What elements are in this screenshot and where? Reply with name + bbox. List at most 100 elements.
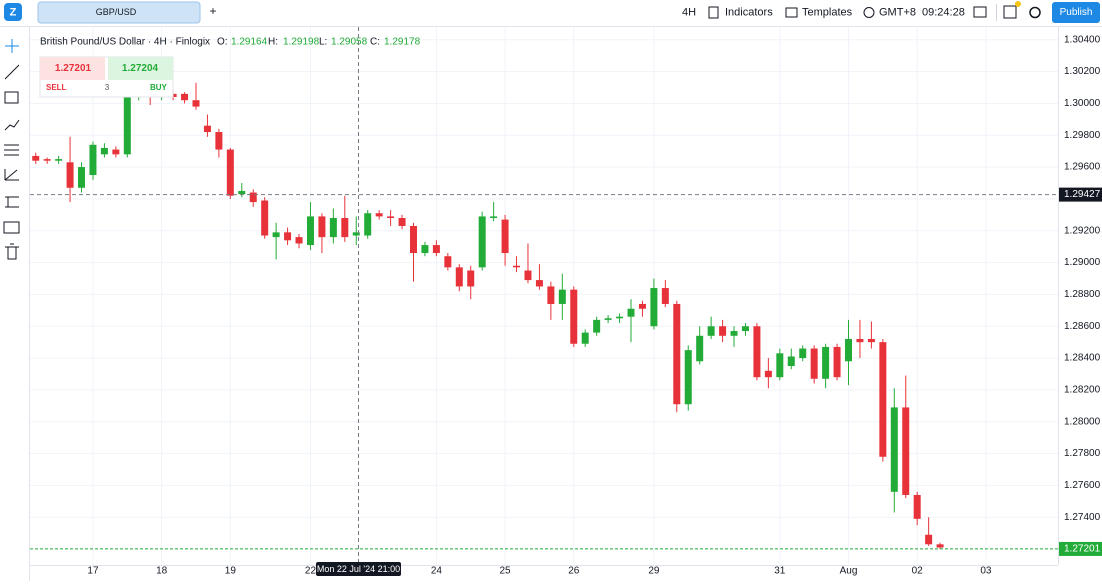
candle-body <box>490 216 498 219</box>
candle-body <box>409 225 417 254</box>
candle-body <box>467 270 475 287</box>
candle-body <box>100 147 108 155</box>
candle-body <box>203 125 211 133</box>
candle-body <box>341 218 349 238</box>
x-tick-label: 29 <box>648 566 660 577</box>
candle-body <box>329 218 337 238</box>
add-tab[interactable]: + <box>209 4 216 18</box>
y-tick-label: 1.28200 <box>1064 385 1101 396</box>
candle-body <box>902 407 910 495</box>
badge <box>1015 1 1021 7</box>
candle-body <box>787 356 795 367</box>
x-tick-label: 26 <box>568 566 580 577</box>
candle-body <box>753 326 761 378</box>
candle-body <box>764 370 772 378</box>
candle-body <box>833 346 841 378</box>
x-tick-label: 25 <box>500 566 512 577</box>
line-tool[interactable] <box>4 64 20 80</box>
candle-body <box>696 335 704 362</box>
candle-body <box>535 280 543 287</box>
screenshot-icon[interactable] <box>973 6 987 18</box>
y-tick-label: 1.28600 <box>1064 321 1101 332</box>
candle-body <box>890 407 898 492</box>
indicators-icon <box>708 6 719 19</box>
cursor-tool[interactable] <box>5 39 19 53</box>
pattern-tool[interactable] <box>5 196 19 208</box>
candle-body <box>318 216 326 238</box>
candle-body <box>387 216 395 219</box>
candle-body <box>432 245 440 254</box>
buy-button[interactable] <box>108 57 173 80</box>
buy-price: 1.27204 <box>122 63 159 74</box>
x-tick-label: 22 <box>305 566 317 577</box>
quantity[interactable]: 3 <box>105 83 110 92</box>
legend-c: 1.29178 <box>384 37 421 48</box>
candle-body <box>547 286 555 304</box>
x-tick-label: Aug <box>840 566 858 577</box>
candle-body <box>913 494 921 519</box>
candle-body <box>192 100 200 107</box>
sell-button[interactable] <box>40 57 105 80</box>
legend-l-label: L: <box>319 37 327 48</box>
last-price-box <box>1059 541 1102 556</box>
rect-tool[interactable] <box>4 91 19 104</box>
timezone[interactable]: GMT+8 <box>879 6 916 18</box>
crosshair-price-box <box>1059 187 1102 202</box>
legend-h-label: H: <box>268 37 278 48</box>
x-tick-label: 03 <box>980 566 992 577</box>
logo[interactable] <box>4 3 22 21</box>
logo-glyph: Z <box>10 6 17 18</box>
path-tool[interactable] <box>4 119 20 131</box>
legend-l: 1.29058 <box>331 37 368 48</box>
templates-button[interactable]: Templates <box>802 6 853 18</box>
globe-icon <box>863 7 875 18</box>
indicators-button[interactable]: Indicators <box>725 6 773 18</box>
candle-body <box>375 213 383 217</box>
text-tool[interactable] <box>3 221 20 234</box>
candle-body <box>879 342 887 457</box>
candle-body <box>249 192 257 203</box>
candle-body <box>261 200 269 236</box>
gann-tool[interactable] <box>4 169 19 181</box>
candle-body <box>650 288 658 327</box>
candle-body <box>306 216 314 246</box>
candle-body <box>604 318 612 320</box>
candle-body <box>638 303 646 309</box>
interval[interactable]: 4H <box>682 6 696 18</box>
candle-body <box>845 338 853 362</box>
y-tick-label: 1.29600 <box>1064 162 1101 173</box>
publish-label: Publish <box>1060 7 1093 18</box>
crosshair-price: 1.29427 <box>1064 189 1101 200</box>
crosshair-time: Mon 22 Jul '24 21:00 <box>317 564 400 574</box>
candle-body <box>810 348 818 379</box>
buy-label: BUY <box>150 83 168 92</box>
candle-body <box>776 353 784 378</box>
symbol-tab-label: GBP/USD <box>96 7 137 17</box>
candle-body <box>272 232 280 238</box>
y-tick-label: 1.30400 <box>1064 34 1101 45</box>
candle-body <box>856 338 864 343</box>
y-tick-label: 1.29800 <box>1064 130 1101 141</box>
candle-body <box>936 544 944 548</box>
symbol-tab[interactable] <box>37 1 201 24</box>
candle-body <box>181 93 189 101</box>
candle-body <box>513 265 521 268</box>
layout-icon[interactable] <box>1003 5 1017 19</box>
delete-tool[interactable] <box>5 243 19 260</box>
candle-body <box>627 308 635 317</box>
candle-body <box>661 288 669 304</box>
x-tick-label: 18 <box>156 566 168 577</box>
fib-tool[interactable] <box>4 144 19 156</box>
candle-body <box>238 190 246 195</box>
candle-body <box>616 316 624 319</box>
candle-body <box>684 350 692 405</box>
candle-body <box>66 162 74 188</box>
candle-body <box>719 326 727 336</box>
candle-body <box>570 289 578 344</box>
candle-body <box>867 338 875 343</box>
publish-button[interactable] <box>1052 2 1100 23</box>
settings-icon[interactable] <box>1029 6 1041 19</box>
candle-body <box>78 167 86 188</box>
last-price: 1.27201 <box>1064 544 1101 555</box>
